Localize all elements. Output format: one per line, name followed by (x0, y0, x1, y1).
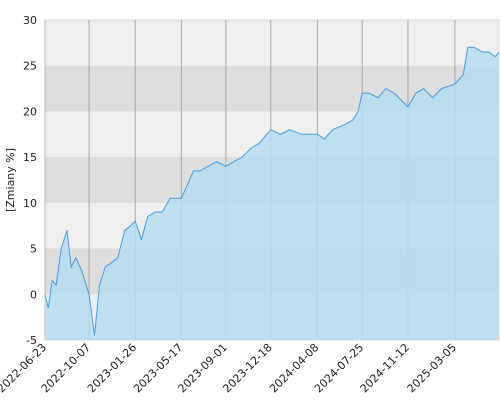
line (44, 46, 500, 336)
y-tick-label: 15 (23, 151, 37, 164)
y-tick-label: 20 (23, 105, 37, 118)
plot-frame (44, 19, 500, 341)
y-tick-label: -5 (26, 334, 37, 347)
y-tick-label: 30 (23, 14, 37, 27)
y-tick-label: 0 (30, 288, 37, 301)
y-tick-label: 10 (23, 197, 37, 210)
y-tick-label: 5 (30, 243, 37, 256)
y-tick-label: 25 (23, 60, 37, 73)
x-tick-label: 2025-03-05 (405, 341, 459, 395)
x-tick-label: 2024-11-12 (358, 341, 412, 395)
y-axis-label: [Zmiany %] (4, 148, 17, 212)
area (45, 47, 499, 341)
grid-band (45, 20, 499, 66)
